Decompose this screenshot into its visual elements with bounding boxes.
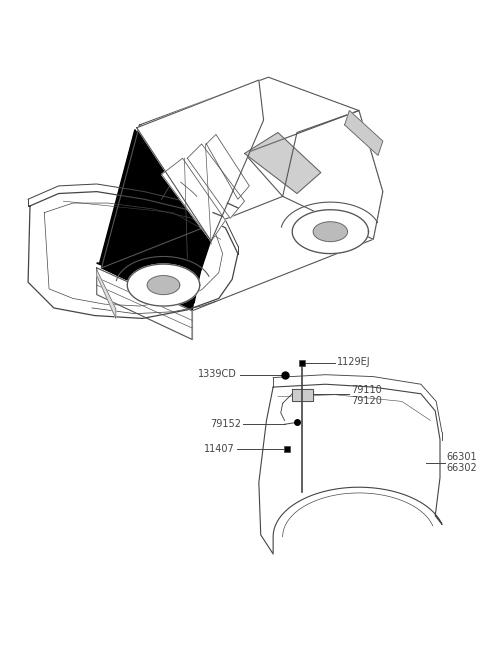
Polygon shape (244, 132, 321, 193)
Polygon shape (97, 270, 116, 318)
Polygon shape (345, 111, 383, 155)
Text: 1129EJ: 1129EJ (337, 358, 371, 367)
Polygon shape (259, 384, 442, 554)
Polygon shape (283, 111, 383, 239)
Polygon shape (206, 134, 249, 199)
Polygon shape (288, 563, 316, 575)
Polygon shape (97, 268, 192, 339)
Text: 79110: 79110 (351, 385, 382, 395)
Text: 66400: 66400 (187, 164, 218, 175)
Polygon shape (266, 559, 283, 571)
Text: 66302: 66302 (447, 463, 478, 473)
Polygon shape (147, 276, 180, 295)
Polygon shape (140, 77, 359, 153)
Polygon shape (28, 192, 238, 318)
Polygon shape (101, 125, 283, 268)
Polygon shape (101, 125, 211, 311)
Polygon shape (292, 210, 369, 253)
Text: 1339CD: 1339CD (198, 369, 237, 379)
Polygon shape (162, 159, 226, 241)
Polygon shape (127, 264, 200, 306)
Text: 11407: 11407 (204, 444, 235, 454)
Polygon shape (101, 196, 373, 311)
Text: 66301: 66301 (447, 452, 477, 462)
Text: 79120: 79120 (351, 396, 382, 406)
Polygon shape (137, 80, 264, 241)
Polygon shape (321, 565, 349, 577)
Polygon shape (313, 222, 348, 242)
Polygon shape (292, 389, 313, 402)
Polygon shape (97, 130, 206, 303)
Polygon shape (187, 144, 244, 218)
Text: 79152: 79152 (210, 419, 240, 429)
